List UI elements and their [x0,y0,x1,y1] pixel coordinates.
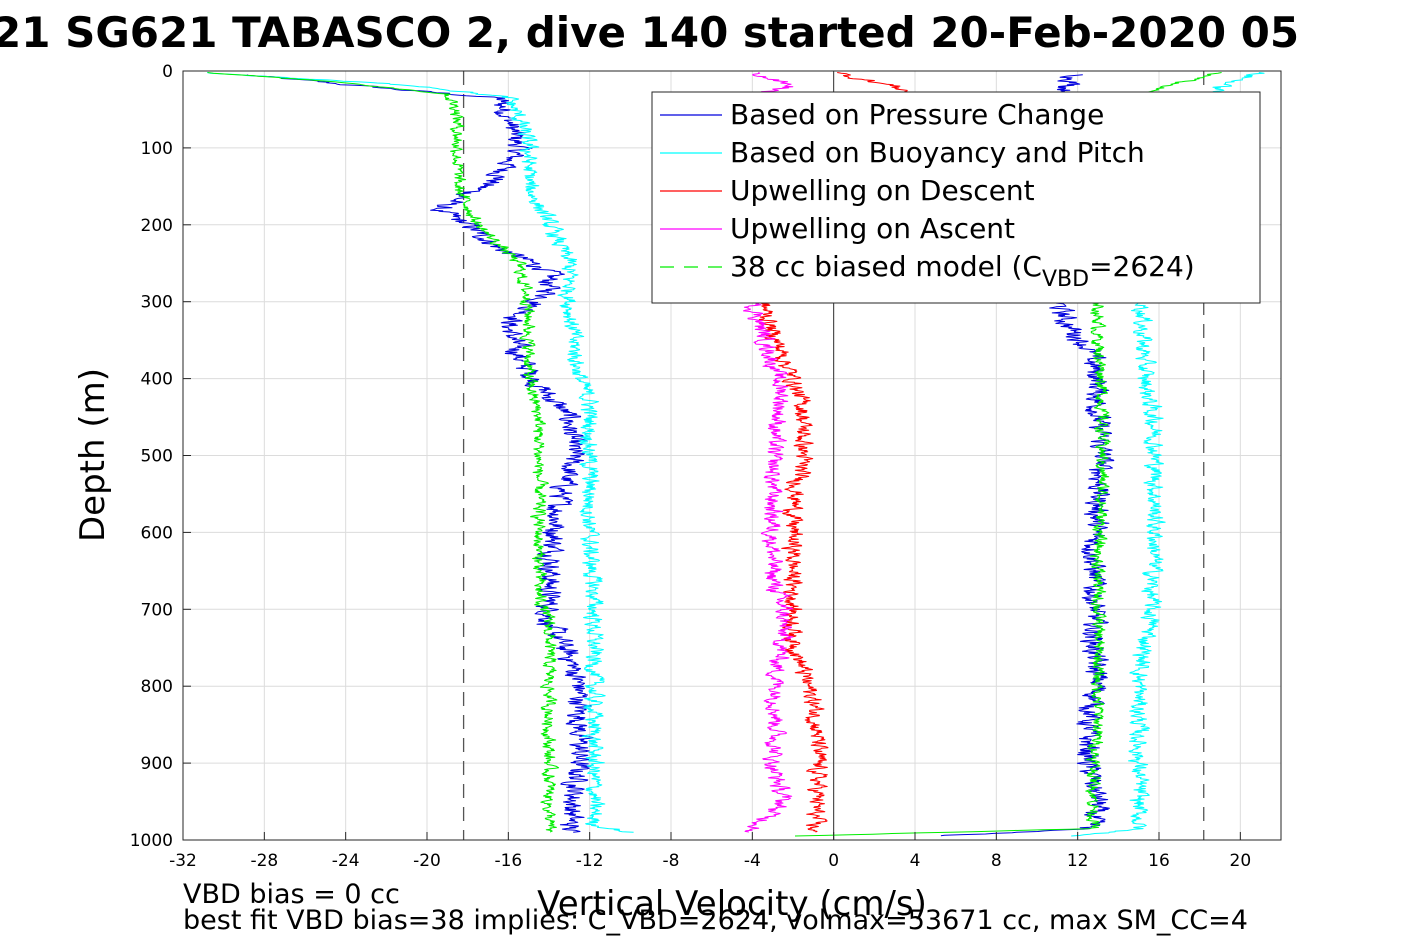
footer-best-fit: best fit VBD bias=38 implies: C_VBD=2624… [183,905,1248,936]
footer-vbd-bias: VBD bias = 0 cc [183,879,400,910]
series-path [743,301,794,833]
x-tick-label: -24 [332,851,360,871]
y-tick-label: 1000 [130,831,173,851]
chart-title: 21 SG621 TABASCO 2, dive 140 started 20-… [0,8,1299,57]
data-series [206,72,1265,837]
series-path [206,72,634,833]
y-tick-label: 500 [141,447,173,467]
y-tick-label: 800 [141,677,173,697]
y-tick-label: 0 [162,62,173,82]
legend-label: Based on Buoyancy and Pitch [730,136,1145,169]
y-tick-label: 300 [141,293,173,313]
x-tick-label: -8 [663,851,680,871]
y-axis-ticks: 0 100 200 300 400 500 600 700 800 900 1000 [130,62,191,851]
x-tick-label: 20 [1230,851,1252,871]
legend-label: Upwelling on Descent [730,174,1035,207]
series-path [246,74,595,833]
x-tick-label: -20 [413,851,441,871]
x-axis-label: Vertical Velocity (cm/s) [537,884,927,924]
x-axis-ticks: -32 -28 -24 -20 -16 -12 -8 -4 0 4 8 12 16 20 [169,832,1251,871]
series-path [207,72,560,833]
y-tick-label: 900 [141,754,173,774]
x-tick-label: -16 [494,851,522,871]
y-tick-label: 200 [141,216,173,236]
y-tick-label: 400 [141,370,173,390]
x-tick-label: -28 [250,851,278,871]
x-tick-label: 8 [991,851,1002,871]
legend: Based on Pressure Change Based on Buoyanc… [651,91,1261,304]
legend-box [651,91,1261,304]
y-tick-label: 100 [141,139,173,159]
legend-label: Upwelling on Ascent [730,212,1015,245]
y-axis-label: Depth (m) [73,368,113,542]
x-tick-label: -32 [169,851,197,871]
legend-label: Based on Pressure Change [730,98,1104,131]
y-tick-label: 700 [141,600,173,620]
series-path [758,301,829,833]
x-tick-label: 16 [1148,851,1170,871]
x-tick-label: -12 [576,851,604,871]
x-tick-label: 12 [1067,851,1089,871]
x-tick-label: 0 [828,851,839,871]
x-tick-label: 4 [910,851,921,871]
x-tick-label: -4 [744,851,761,871]
y-tick-label: 600 [141,523,173,543]
